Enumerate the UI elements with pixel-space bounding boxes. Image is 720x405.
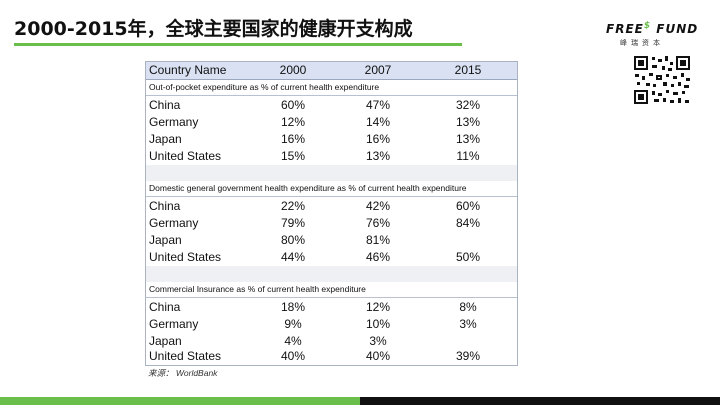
footer-dark-bar — [360, 397, 720, 405]
value-cell: 22% — [280, 199, 306, 213]
section-title-row: Domestic general government health expen… — [146, 181, 517, 196]
section-title-government: Domestic general government health expen… — [149, 183, 467, 193]
country-cell: China — [149, 199, 181, 213]
table-row: Germany 79% 76% 84% — [146, 215, 517, 232]
divider — [146, 95, 517, 96]
table-row: United States 40% 40% 39% — [146, 348, 517, 365]
value-cell: 18% — [280, 300, 306, 314]
value-cell: 76% — [365, 216, 391, 230]
country-cell: Germany — [149, 216, 199, 230]
section-title-row: Commercial Insurance as % of current hea… — [146, 282, 517, 297]
value-cell: 32% — [455, 98, 481, 112]
country-cell: China — [149, 98, 181, 112]
value-cell: 80% — [280, 233, 306, 247]
table-row: Germany 12% 14% 13% — [146, 114, 517, 131]
dollar-symbol: $ — [643, 21, 652, 31]
table-row: China 22% 42% 60% — [146, 198, 517, 215]
page-title: 2000-2015年，全球主要国家的健康开支构成 — [14, 18, 413, 40]
value-cell: 3% — [369, 334, 387, 348]
value-cell: 8% — [459, 300, 477, 314]
country-cell: United States — [149, 349, 222, 363]
brand-right: FUND — [656, 22, 699, 36]
value-cell: 81% — [365, 233, 391, 247]
value-cell: 15% — [280, 149, 306, 163]
country-cell: China — [149, 300, 181, 314]
value-cell: 11% — [456, 149, 480, 163]
value-cell: 84% — [455, 216, 481, 230]
table-row: Japan 4% 3% — [146, 333, 517, 350]
country-cell: Japan — [149, 233, 182, 247]
value-cell: 12% — [365, 300, 391, 314]
country-cell: Germany — [149, 115, 199, 129]
value-cell: 39% — [455, 349, 481, 363]
divider — [146, 196, 517, 197]
table-row: China 60% 47% 32% — [146, 97, 517, 114]
value-cell: 16% — [365, 132, 391, 146]
source-note: 来源： WorldBank — [148, 368, 218, 378]
header-2015: 2015 — [454, 63, 482, 77]
section-gap — [146, 266, 517, 282]
value-cell: 60% — [455, 199, 481, 213]
value-cell: 10% — [365, 317, 391, 331]
value-cell: 42% — [365, 199, 391, 213]
value-cell: 3% — [459, 317, 477, 331]
value-cell: 16% — [280, 132, 306, 146]
country-cell: Germany — [149, 317, 199, 331]
value-cell: 50% — [455, 250, 481, 264]
value-cell: 40% — [280, 349, 306, 363]
footer-accent-bar — [0, 397, 360, 405]
section-title-commercial: Commercial Insurance as % of current hea… — [149, 284, 366, 294]
table-row: Japan 80% 81% — [146, 232, 517, 249]
country-cell: Japan — [149, 132, 182, 146]
value-cell: 79% — [280, 216, 306, 230]
qr-code-icon — [632, 54, 692, 106]
table-row: Japan 16% 16% 13% — [146, 131, 517, 148]
value-cell: 40% — [365, 349, 391, 363]
table-row: United States 15% 13% 11% — [146, 148, 517, 165]
table-row: China 18% 12% 8% — [146, 299, 517, 316]
title-underline — [14, 43, 462, 46]
header-2007: 2007 — [364, 63, 392, 77]
country-cell: United States — [149, 149, 222, 163]
value-cell: 12% — [280, 115, 306, 129]
health-expenditure-table: Country Name 2000 2007 2015 Out-of-pocke… — [145, 61, 518, 366]
value-cell: 44% — [280, 250, 306, 264]
value-cell: 9% — [284, 317, 302, 331]
value-cell: 13% — [365, 149, 391, 163]
header-country: Country Name — [149, 63, 227, 77]
section-gap — [146, 165, 517, 181]
brand-left: FREE — [606, 22, 644, 36]
table-row: Germany 9% 10% 3% — [146, 316, 517, 333]
section-title-out-of-pocket: Out-of-pocket expenditure as % of curren… — [149, 82, 380, 92]
value-cell: 60% — [280, 98, 306, 112]
value-cell: 46% — [365, 250, 391, 264]
value-cell: 4% — [284, 334, 302, 348]
country-cell: Japan — [149, 334, 182, 348]
brand-subtitle: 峰瑞资本 — [620, 39, 664, 47]
section-title-row: Out-of-pocket expenditure as % of curren… — [146, 80, 517, 95]
table-header-row: Country Name 2000 2007 2015 — [146, 62, 517, 80]
header-2000: 2000 — [279, 63, 307, 77]
brand-logo: FREE$ FUND — [606, 21, 699, 36]
country-cell: United States — [149, 250, 222, 264]
value-cell: 13% — [455, 132, 481, 146]
divider — [146, 297, 517, 298]
table-row: United States 44% 46% 50% — [146, 249, 517, 266]
value-cell: 14% — [365, 115, 391, 129]
value-cell: 13% — [455, 115, 481, 129]
value-cell: 47% — [365, 98, 391, 112]
